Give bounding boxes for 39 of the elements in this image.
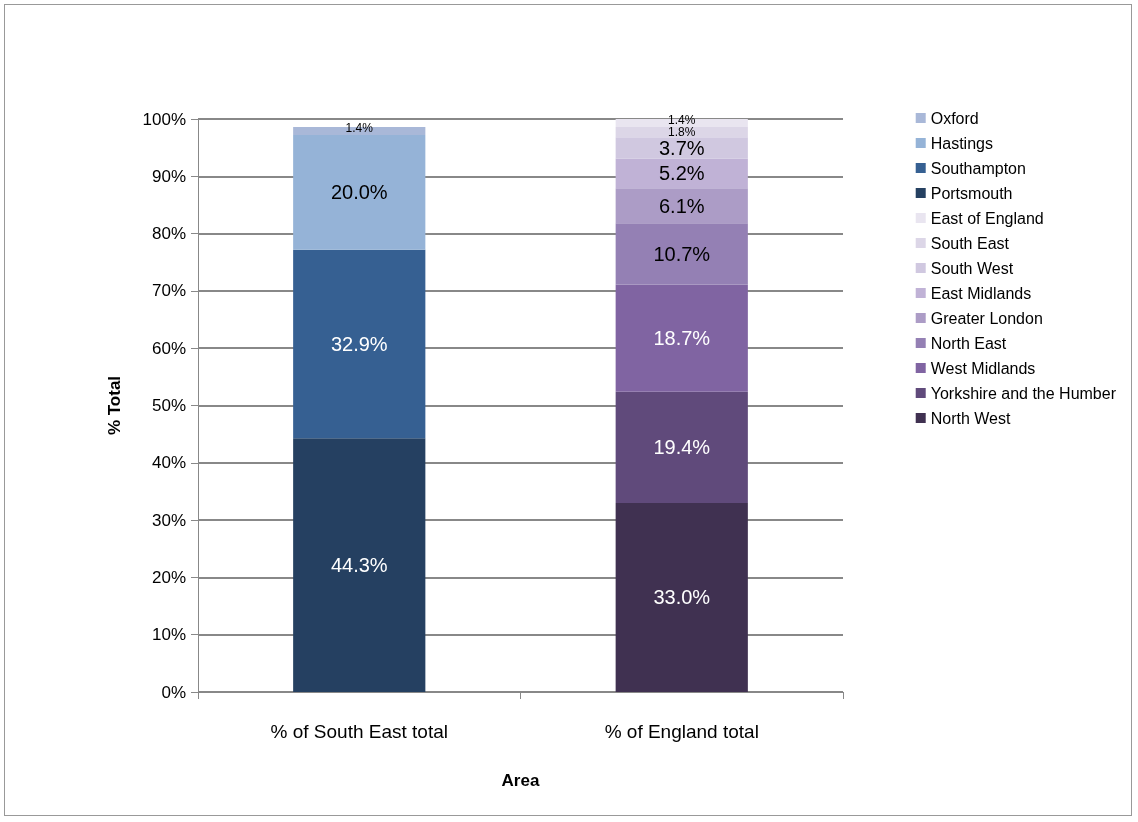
y-tick-label: 70% <box>151 281 186 301</box>
y-tick-label: 20% <box>151 567 186 587</box>
legend-label: Greater London <box>930 309 1043 327</box>
x-axis-title: Area <box>501 771 540 790</box>
data-label: 32.9% <box>330 332 388 355</box>
data-label: 44.3% <box>330 554 388 577</box>
legend-label: Oxford <box>930 109 979 127</box>
x-tick-label: % of England total <box>604 721 759 742</box>
legend-label: South West <box>930 259 1014 277</box>
y-axis-title: % Total <box>105 375 124 436</box>
legend-label: North West <box>930 409 1011 427</box>
legend-label: West Midlands <box>930 359 1036 377</box>
data-label: 20.0% <box>330 181 388 204</box>
legend-label: East of England <box>930 209 1044 227</box>
y-tick-label: 100% <box>142 109 186 129</box>
data-label: 18.7% <box>653 327 711 350</box>
x-tick-label: % of South East total <box>270 721 448 742</box>
data-label: 19.4% <box>653 436 711 459</box>
y-tick-label: 60% <box>151 338 186 358</box>
data-label: 1.4% <box>345 121 374 136</box>
legend-label: Portsmouth <box>930 184 1013 202</box>
legend-label: Yorkshire and the Humber <box>930 384 1117 402</box>
y-tick-label: 50% <box>151 396 186 415</box>
data-label: 5.2% <box>658 162 705 185</box>
legend-label: South East <box>930 234 1010 252</box>
data-label: 10.7% <box>653 242 711 265</box>
data-label: 6.1% <box>658 194 705 217</box>
y-tick-label: 90% <box>151 166 186 186</box>
legend-label: Southampton <box>930 159 1026 177</box>
legend-label: North East <box>930 334 1007 352</box>
y-tick-label: 30% <box>151 510 186 530</box>
data-label: 1.4% <box>668 113 696 128</box>
legend-label: East Midlands <box>930 284 1032 302</box>
y-tick-label: 80% <box>151 224 186 244</box>
legend-label: Hastings <box>930 134 993 152</box>
y-tick-label: 40% <box>151 453 186 473</box>
y-tick-label: 10% <box>151 625 186 645</box>
data-label: 33.0% <box>653 586 711 609</box>
y-tick-label: 0% <box>161 682 186 702</box>
